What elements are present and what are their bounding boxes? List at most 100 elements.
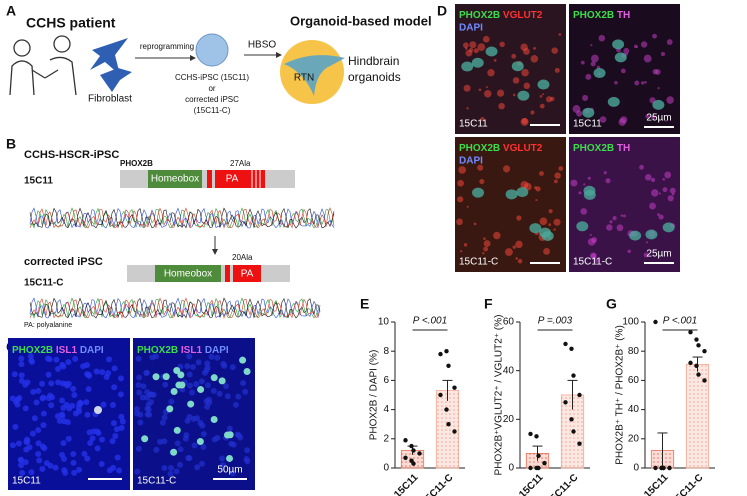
nucleus	[81, 450, 88, 457]
organoid-label: organoids	[348, 70, 401, 84]
nucleus	[54, 413, 61, 420]
nucleus	[162, 381, 169, 388]
nucleus	[143, 369, 150, 376]
signal	[466, 205, 469, 208]
signal	[483, 246, 489, 252]
arrowhead	[212, 249, 218, 255]
signal	[657, 213, 660, 216]
nucleus	[112, 432, 119, 439]
positive-cell	[196, 437, 204, 445]
signal	[652, 33, 657, 39]
nucleus	[35, 427, 42, 434]
nucleus	[200, 443, 207, 450]
positive-cell	[177, 371, 185, 379]
signal	[468, 47, 474, 53]
signal	[558, 33, 562, 36]
signal	[609, 220, 613, 224]
stain: VGLUT2	[503, 143, 543, 154]
nucleus	[662, 222, 675, 233]
nucleus	[118, 424, 125, 431]
y-tick-label: 100	[622, 317, 639, 328]
nucleus	[173, 468, 180, 475]
nucleus	[537, 79, 550, 90]
nucleus	[62, 469, 69, 476]
nucleus	[77, 399, 84, 406]
nucleus	[168, 464, 175, 471]
x-tick-label: 15C11	[642, 472, 671, 496]
fibroblast-label: Fibroblast	[88, 94, 132, 105]
nucleus	[33, 399, 40, 406]
signal	[482, 252, 485, 255]
y-tick-label: 2	[383, 433, 389, 444]
signal	[458, 166, 467, 174]
nucleus	[15, 440, 22, 447]
nucleus	[177, 446, 184, 453]
signal	[614, 81, 618, 85]
nucleus	[65, 435, 72, 442]
gene-label: PHOX2B	[120, 159, 153, 168]
signal	[512, 93, 516, 97]
signal	[487, 69, 495, 77]
stain: PHOX2B	[573, 10, 614, 21]
signal	[644, 173, 652, 181]
signal	[590, 44, 593, 47]
nucleus	[144, 411, 151, 418]
signal	[664, 171, 672, 179]
signal	[576, 110, 583, 117]
positive-cell	[197, 386, 205, 394]
step-label: reprogramming	[140, 42, 194, 51]
signal	[616, 224, 624, 232]
data-point	[696, 372, 701, 377]
signal	[667, 195, 674, 202]
signal	[644, 80, 647, 84]
error-bar	[442, 379, 453, 401]
expansion-stripes	[251, 170, 261, 188]
nucleus	[53, 356, 60, 363]
signal	[554, 67, 560, 73]
nucleus	[35, 387, 42, 394]
nucleus	[161, 414, 168, 421]
signal	[554, 172, 561, 179]
nucleus	[612, 39, 625, 50]
signal	[499, 41, 505, 48]
signal	[504, 248, 513, 256]
y-tick-label: 4	[383, 404, 389, 415]
patient-title: CCHS patient	[26, 15, 116, 31]
nucleus	[84, 411, 91, 418]
nucleus	[614, 52, 627, 63]
nucleus	[583, 189, 596, 200]
ipsc-label: (15C11-C)	[194, 106, 231, 115]
signal	[473, 48, 479, 54]
nucleus	[529, 223, 542, 234]
data-point	[417, 451, 422, 456]
nucleus	[54, 365, 61, 372]
error-bar	[657, 432, 668, 468]
nucleus	[98, 460, 105, 467]
pa-domain	[207, 170, 212, 188]
nucleus	[652, 99, 665, 110]
signal	[493, 231, 501, 240]
signal	[539, 95, 543, 98]
homeobox-domain	[155, 265, 221, 282]
nucleus	[134, 468, 141, 475]
panel-label: A	[6, 3, 16, 19]
nucleus	[86, 372, 93, 379]
data-point	[569, 346, 574, 351]
signal	[515, 257, 519, 260]
positive-cell	[166, 405, 174, 413]
nucleus	[43, 460, 50, 467]
fibroblast-icon	[90, 38, 132, 92]
signal	[485, 86, 488, 89]
positive-cell	[226, 431, 234, 439]
data-point	[694, 363, 699, 368]
signal	[649, 202, 656, 210]
nucleus	[182, 435, 189, 442]
nucleus	[113, 426, 120, 433]
nucleus	[505, 189, 518, 200]
nucleus	[149, 354, 156, 361]
signal	[480, 116, 485, 122]
nucleus	[40, 422, 47, 429]
stain: VGLUT2	[503, 10, 543, 21]
domain-label: PA	[241, 269, 254, 280]
nucleus	[244, 447, 251, 454]
